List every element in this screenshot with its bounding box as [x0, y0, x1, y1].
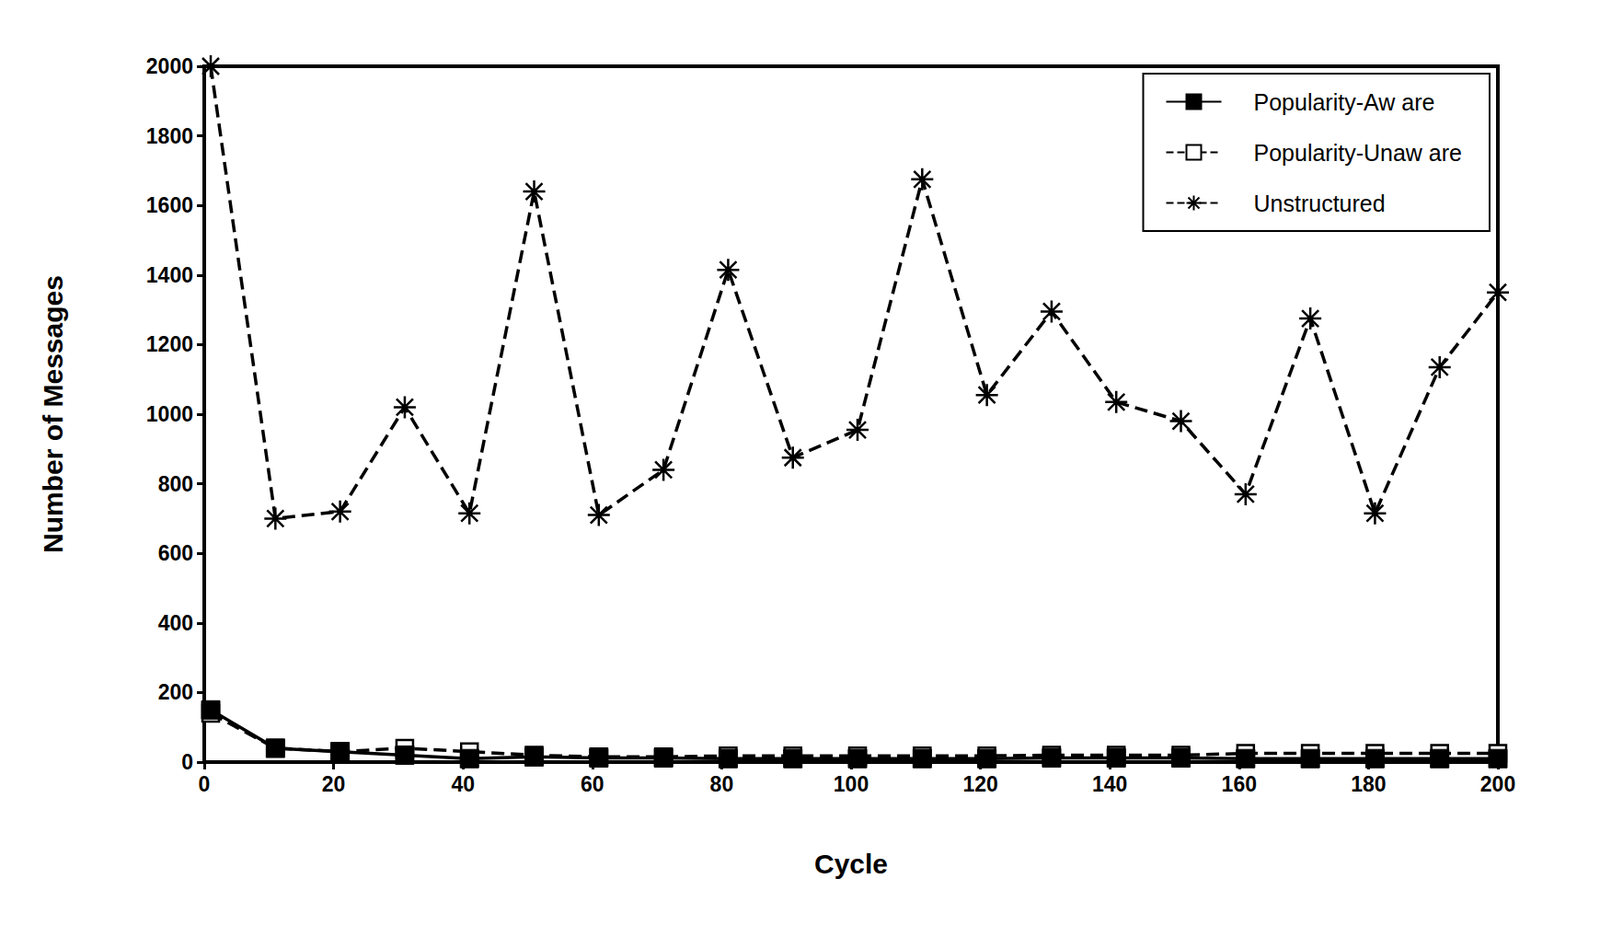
svg-text:0: 0 — [198, 771, 211, 796]
svg-text:100: 100 — [833, 771, 869, 796]
svg-text:400: 400 — [158, 610, 194, 635]
svg-text:60: 60 — [580, 771, 605, 796]
svg-text:0: 0 — [181, 749, 194, 774]
svg-text:Unstructured: Unstructured — [1254, 190, 1386, 217]
svg-text:1000: 1000 — [146, 402, 194, 426]
svg-text:1600: 1600 — [146, 193, 194, 218]
svg-text:20: 20 — [322, 771, 346, 796]
svg-text:1200: 1200 — [146, 332, 194, 357]
svg-text:120: 120 — [962, 771, 998, 796]
svg-text:200: 200 — [158, 679, 194, 704]
svg-text:Popularity-Aw are: Popularity-Aw are — [1254, 89, 1436, 116]
svg-text:200: 200 — [1480, 771, 1516, 796]
svg-text:180: 180 — [1350, 771, 1386, 796]
svg-text:800: 800 — [158, 471, 194, 496]
svg-text:1800: 1800 — [146, 124, 194, 149]
svg-text:160: 160 — [1221, 771, 1257, 796]
svg-text:Cycle: Cycle — [814, 848, 888, 879]
svg-text:600: 600 — [158, 541, 194, 565]
svg-text:40: 40 — [450, 771, 475, 796]
svg-text:1400: 1400 — [146, 263, 194, 288]
svg-text:140: 140 — [1092, 771, 1128, 796]
svg-text:2000: 2000 — [146, 54, 194, 79]
svg-text:80: 80 — [710, 771, 735, 796]
svg-text:Popularity-Unaw are: Popularity-Unaw are — [1254, 139, 1463, 166]
svg-text:Number of Messages: Number of Messages — [37, 275, 69, 553]
